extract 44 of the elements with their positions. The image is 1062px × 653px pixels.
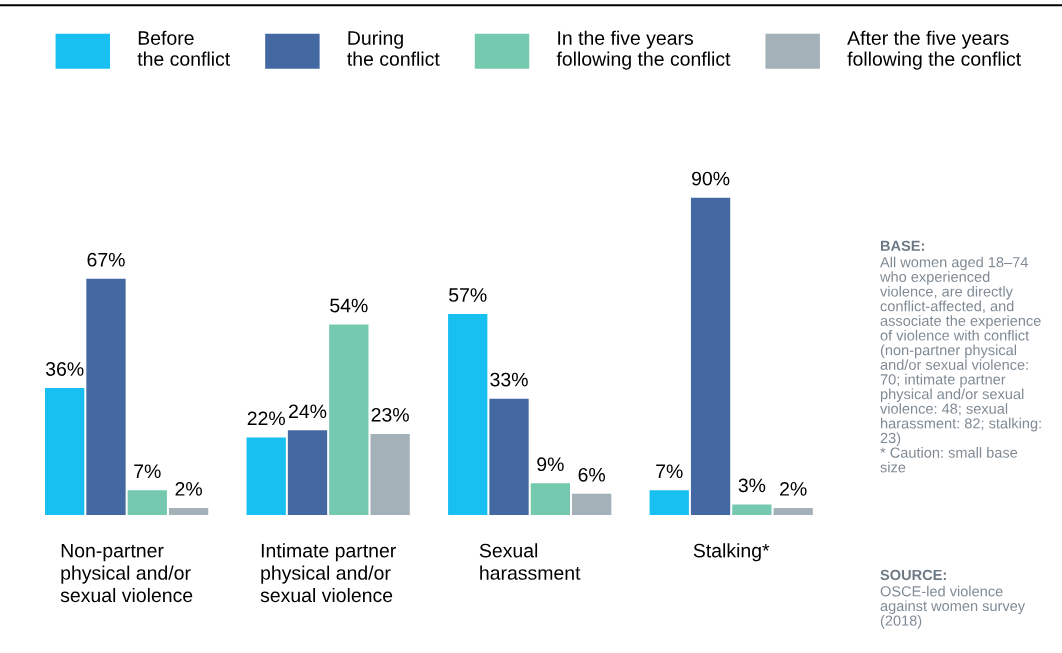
bar bbox=[287, 430, 328, 515]
bar bbox=[246, 437, 286, 515]
bar bbox=[690, 197, 731, 515]
data-label: 67% bbox=[87, 252, 125, 267]
bar bbox=[448, 314, 488, 515]
bar bbox=[45, 388, 85, 515]
data-label: 24% bbox=[289, 404, 327, 419]
legend-label: Before the conflict bbox=[137, 30, 231, 66]
data-label: 7% bbox=[134, 464, 161, 479]
bar bbox=[86, 278, 126, 515]
bar bbox=[732, 504, 772, 515]
data-label: 9% bbox=[537, 457, 564, 472]
data-label: 22% bbox=[247, 411, 285, 426]
text: BASE: bbox=[880, 240, 924, 252]
source-note: SOURCE: bbox=[880, 569, 946, 581]
data-label: 23% bbox=[371, 407, 409, 422]
bar bbox=[329, 324, 369, 515]
legend-label: In the five years following the conflict bbox=[556, 30, 731, 70]
bar bbox=[127, 490, 167, 515]
data-label: 33% bbox=[490, 372, 528, 387]
data-label: 2% bbox=[780, 482, 807, 496]
data-label: 57% bbox=[449, 288, 487, 302]
data-label: 6% bbox=[578, 467, 606, 482]
data-label: 54% bbox=[330, 298, 368, 313]
text: OSCE-led violence against women survey (2018) bbox=[880, 585, 1026, 629]
x-tick-label: Sexual harassment bbox=[479, 543, 581, 580]
data-label: 3% bbox=[738, 478, 766, 493]
bar bbox=[530, 483, 570, 515]
bar bbox=[168, 507, 209, 515]
bar bbox=[773, 507, 813, 515]
x-tick-label: Non-partner physical and/or sexual violence bbox=[60, 543, 193, 603]
x-tick-label: Intimate partner physical and/or sexual violence bbox=[260, 543, 396, 603]
text: All women aged 18–74 who experienced violence, are directly conflict-affected, and associate the experience of violence with conflict (non-partner physical and/or sexual violence: 70; intimate partner physical and/or sexual violence: 48; sexual harassment: 82; stalking: 23) * Caution: small base size bbox=[879, 256, 1041, 473]
data-label: 7% bbox=[656, 464, 683, 479]
x-tick-label: Stalking* bbox=[693, 543, 770, 562]
data-label: 90% bbox=[692, 171, 730, 186]
data-label: 2% bbox=[175, 482, 202, 496]
legend-label: After the five years following the conflict bbox=[847, 30, 1021, 70]
bar bbox=[572, 493, 612, 515]
bar bbox=[649, 490, 689, 515]
data-label: 36% bbox=[45, 362, 84, 376]
bar bbox=[489, 398, 529, 515]
legend-label: During the conflict bbox=[347, 30, 440, 66]
bar bbox=[370, 433, 410, 515]
